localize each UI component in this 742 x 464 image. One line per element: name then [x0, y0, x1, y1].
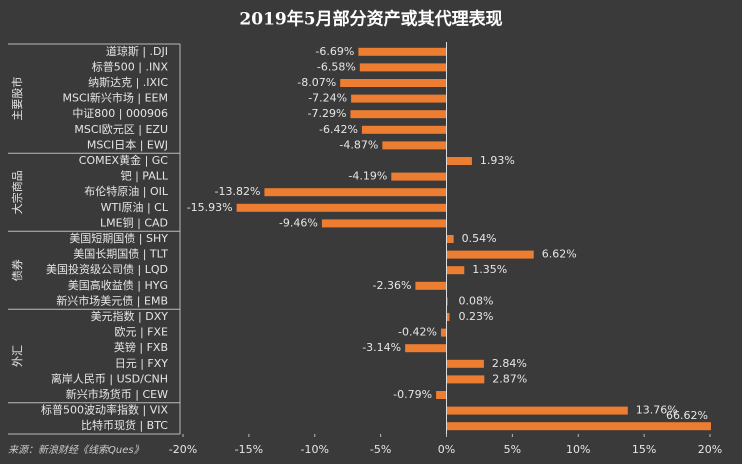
- value-label: -4.19%: [348, 170, 387, 183]
- value-label: 2.87%: [492, 372, 527, 385]
- bar: [440, 328, 447, 337]
- value-label: 6.62%: [542, 248, 577, 261]
- bar: [446, 406, 628, 415]
- value-label: -9.46%: [279, 216, 318, 229]
- category-label: MSCI新兴市场 | EEM: [63, 91, 169, 105]
- value-label: 0.23%: [459, 310, 494, 323]
- source: 来源：新浪财经《线索Ques》: [8, 444, 144, 456]
- x-tick-label: 10%: [566, 443, 590, 456]
- value-label: -6.42%: [319, 123, 358, 136]
- bar: [264, 188, 447, 197]
- category-label: 布伦特原油 | OIL: [84, 184, 169, 198]
- bar: [446, 375, 485, 384]
- value-label: -0.42%: [398, 326, 437, 339]
- bar: [446, 157, 472, 165]
- bar: [340, 79, 447, 87]
- value-label: -15.93%: [187, 201, 233, 214]
- category-label: WTI原油 | CL: [101, 200, 169, 214]
- category-label: 道琼斯 | .DJI: [106, 44, 168, 58]
- x-tick-label: 15%: [632, 443, 656, 456]
- value-label: -6.58%: [317, 60, 356, 73]
- bar: [351, 94, 447, 103]
- bar: [236, 203, 447, 212]
- value-label: -7.29%: [308, 107, 347, 120]
- bar: [361, 125, 447, 134]
- value-label: 1.93%: [480, 154, 515, 167]
- value-label: -7.24%: [308, 92, 347, 105]
- value-label: -4.87%: [339, 138, 378, 151]
- x-tick-label: 5%: [504, 443, 521, 456]
- value-label: -13.82%: [214, 185, 260, 198]
- category-label: 标普500波动率指数 | VIX: [41, 403, 168, 417]
- x-tick-label: -10%: [301, 443, 329, 456]
- bar: [382, 141, 447, 150]
- bar: [446, 235, 454, 243]
- category-label: 纳斯达克 | .IXIC: [88, 76, 168, 89]
- category-label: 中证800 | 000906: [72, 107, 168, 120]
- group-label: 大宗商品: [10, 170, 24, 214]
- category-label: 比特币现货 | BTC: [81, 418, 168, 432]
- x-tick-label: 20%: [698, 443, 722, 456]
- group-label: 外汇: [11, 345, 24, 367]
- x-tick-label: 0%: [438, 443, 455, 456]
- bar: [436, 391, 447, 399]
- category-label: 新兴市场货币 | CEW: [66, 387, 168, 401]
- category-label: 美国长期国债 | TLT: [73, 247, 168, 261]
- x-tick-label: -5%: [370, 443, 391, 456]
- bar: [359, 63, 447, 72]
- chart-title: 2019年5月部分资产或其代理表现: [239, 9, 502, 30]
- bar: [321, 219, 447, 228]
- bar: [350, 110, 447, 119]
- bar: [391, 172, 447, 181]
- group-label: 债券: [10, 259, 24, 281]
- category-label: 英镑 | FXB: [114, 340, 168, 354]
- category-label: COMEX黄金 | GC: [79, 153, 169, 167]
- category-label: MSCI日本 | EWJ: [87, 137, 168, 151]
- category-label: 欧元 | FXE: [114, 326, 168, 339]
- category-label: 标普500 | .INX: [92, 59, 169, 73]
- group-label: 主要股市: [10, 77, 24, 121]
- value-label: -6.69%: [315, 45, 354, 58]
- bar: [358, 47, 447, 56]
- category-label: MSCI欧元区 | EZU: [74, 123, 168, 136]
- bar: [446, 359, 484, 368]
- category-label: 新兴市场美元债 | EMB: [56, 293, 168, 307]
- bar: [446, 250, 534, 259]
- category-label: 美国投资级公司债 | LQD: [46, 262, 168, 276]
- category-label: 美元指数 | DXY: [91, 309, 169, 323]
- value-label: 0.54%: [462, 232, 497, 245]
- bar: [405, 344, 447, 353]
- value-label: -8.07%: [297, 76, 336, 89]
- bar: [415, 281, 447, 290]
- value-label: -3.14%: [362, 341, 401, 354]
- x-tick-label: -20%: [169, 443, 197, 456]
- category-label: 钯 | PALL: [121, 170, 169, 183]
- value-label: 66.62%: [666, 409, 708, 422]
- category-label: LME铜 | CAD: [100, 215, 168, 229]
- value-label: 2.84%: [492, 357, 527, 370]
- value-label: -0.79%: [393, 388, 432, 401]
- value-label: 0.08%: [459, 294, 494, 307]
- bar: [446, 266, 465, 275]
- category-label: 离岸人民币 | USD/CNH: [51, 371, 168, 385]
- category-label: 美国短期国债 | SHY: [69, 231, 168, 245]
- value-label: 13.76%: [636, 404, 678, 417]
- bar: [446, 297, 448, 306]
- bar: [446, 422, 711, 431]
- category-label: 日元 | FXY: [115, 357, 169, 370]
- value-label: -2.36%: [372, 279, 411, 292]
- x-tick-label: -15%: [235, 443, 263, 456]
- value-label: 1.35%: [472, 263, 507, 276]
- bars: [236, 47, 711, 431]
- bar: [446, 313, 450, 321]
- category-label: 美国高收益债 | HYG: [68, 278, 168, 292]
